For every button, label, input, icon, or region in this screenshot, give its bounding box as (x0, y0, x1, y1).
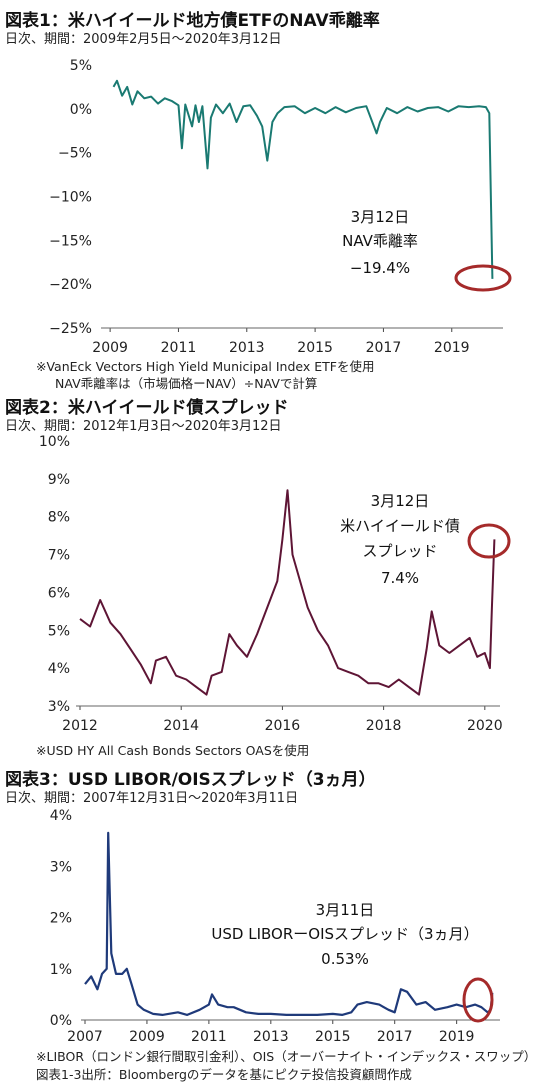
source-note: 図表1-3出所：Bloombergのデータを基にピクテ投信投資顧問作成 (36, 1067, 412, 1082)
chart2-x-tick-label: 2020 (467, 718, 503, 734)
chart1-y-axis: 5% 0% −5% −10% −15% −20% −25% (49, 58, 92, 337)
chart2-highlight-circle (467, 523, 511, 559)
chart3-x-tick-label: 2009 (129, 1029, 165, 1045)
chart2-subtitle: 日次、期間：2012年1月3日～2020年3月12日 (5, 419, 282, 434)
chart2-y-tick-label: 5% (48, 623, 70, 639)
chart3-x-tick-label: 2013 (253, 1029, 289, 1045)
chart1-title: 図表1：米ハイイールド地方債ETFのNAV乖離率 (5, 11, 380, 31)
chart1-x-axis: 2009 2011 2013 2015 2017 2019 (92, 328, 470, 356)
chart2-x-tick-label: 2012 (62, 718, 98, 734)
chart2-y-axis: 10% 9% 8% 7% 6% 5% 4% 3% (39, 434, 70, 715)
chart1-y-tick-label: −10% (49, 190, 92, 206)
chart1-note-1: ※VanEck Vectors High Yield Municipal Ind… (36, 359, 375, 374)
chart3-x-tick-label: 2011 (191, 1029, 227, 1045)
chart3-x-tick-label: 2017 (377, 1029, 413, 1045)
chart2-y-tick-label: 6% (48, 585, 70, 601)
chart3-svg: 4%3%2%1%0% 2007 2009 2011 2013 2015 2017 2019 … (50, 808, 500, 1045)
chart1-subtitle: 日次、期間：2009年2月5日～2020年3月12日 (5, 32, 282, 47)
chart1-x-tick-label: 2013 (229, 340, 265, 356)
chart2-y-tick-label: 4% (48, 661, 70, 677)
chart3-x-tick-label: 2007 (67, 1029, 103, 1045)
chart2-y-tick-label: 8% (48, 510, 70, 526)
chart1-y-tick-label: −5% (58, 146, 92, 162)
chart2-annotation-label-2: スプレッド (362, 542, 437, 560)
chart3-y-tick-label: 0% (50, 1013, 72, 1029)
chart2-x-tick-label: 2018 (366, 718, 402, 734)
chart2-y-tick-label: 9% (48, 472, 70, 488)
chart1-y-tick-label: 5% (70, 58, 92, 74)
chart1-highlight-circle (454, 264, 512, 292)
chart3-annotation-value: 0.53% (321, 950, 369, 968)
chart3-series-line (84, 831, 494, 1016)
chart2-note-1: ※USD HY All Cash Bonds Sectors OASを使用 (36, 743, 310, 758)
chart3-x-tick-label: 2015 (315, 1029, 351, 1045)
chart1-x-tick-label: 2017 (366, 340, 402, 356)
chart2-series-line (79, 489, 496, 696)
chart2-svg: 10% 9% 8% 7% 6% 5% 4% 3% 2012 2014 2016 2018 2020 3… (39, 434, 511, 734)
chart3-x-axis: 2007 2009 2011 2013 2015 2017 2019 (67, 1020, 474, 1045)
chart2-annotation-label-1: 米ハイイールド債 (340, 517, 460, 535)
chart2-x-tick-label: 2016 (265, 718, 301, 734)
chart3-y-tick-label: 1% (50, 962, 72, 978)
chart1-y-tick-label: −20% (49, 277, 92, 293)
chart1-x-tick-label: 2015 (297, 340, 333, 356)
chart1-x-tick-label: 2011 (161, 340, 197, 356)
chart3-annotation-label: USD LIBORーOISスプレッド（3ヵ月） (211, 925, 478, 943)
chart2-annotation-value: 7.4% (381, 569, 419, 587)
chart3-x-tick-label: 2019 (439, 1029, 475, 1045)
chart1-series-line (112, 79, 494, 279)
chart3-highlight-circle (462, 977, 494, 1023)
chart1-annotation-date: 3月12日 (351, 208, 410, 226)
chart1-x-tick-label: 2009 (92, 340, 128, 356)
chart3-subtitle: 日次、期間：2007年12月31日～2020年3月11日 (5, 791, 299, 806)
chart2-x-tick-label: 2014 (163, 718, 199, 734)
chart1-annotation-value: −19.4% (350, 259, 410, 277)
chart2-title: 図表2：米ハイイールド債スプレッド (5, 398, 289, 418)
chart1-svg: 5% 0% −5% −10% −15% −20% −25% 2009 2011 2013 2015… (49, 58, 512, 356)
chart2-y-tick-label: 7% (48, 548, 70, 564)
chart1-y-tick-label: −15% (49, 233, 92, 249)
chart3-y-axis: 4% 3% 2% 1% 0% (50, 808, 72, 1029)
chart3-y-tick-label: 3% (50, 859, 72, 875)
chart2-y-tick-label: 10% (39, 434, 70, 450)
chart3-title: 図表3：USD LIBOR/OISスプレッド（3ヵ月） (5, 770, 376, 790)
chart1-y-tick-label: 0% (70, 102, 92, 118)
chart3-y-tick-label: 4% (50, 808, 72, 824)
chart3-annotation-date: 3月11日 (316, 901, 375, 919)
chart2-y-tick-label: 3% (48, 699, 70, 715)
chart3-note-1: ※LIBOR（ロンドン銀行間取引金利）、OIS（オーバーナイト・インデックス・ス… (36, 1049, 537, 1064)
chart3-y-tick-label: 2% (50, 911, 72, 927)
chart1-x-tick-label: 2019 (434, 340, 470, 356)
chart1-annotation-label: NAV乖離率 (342, 232, 418, 250)
chart2-annotation-date: 3月12日 (371, 492, 430, 510)
chart2-x-axis: 2012 2014 2016 2018 2020 (62, 706, 503, 734)
chart1-y-tick-label: −25% (49, 321, 92, 337)
chart1-note-2: NAV乖離率は（市場価格ーNAV）÷NAVで計算 (55, 376, 318, 391)
